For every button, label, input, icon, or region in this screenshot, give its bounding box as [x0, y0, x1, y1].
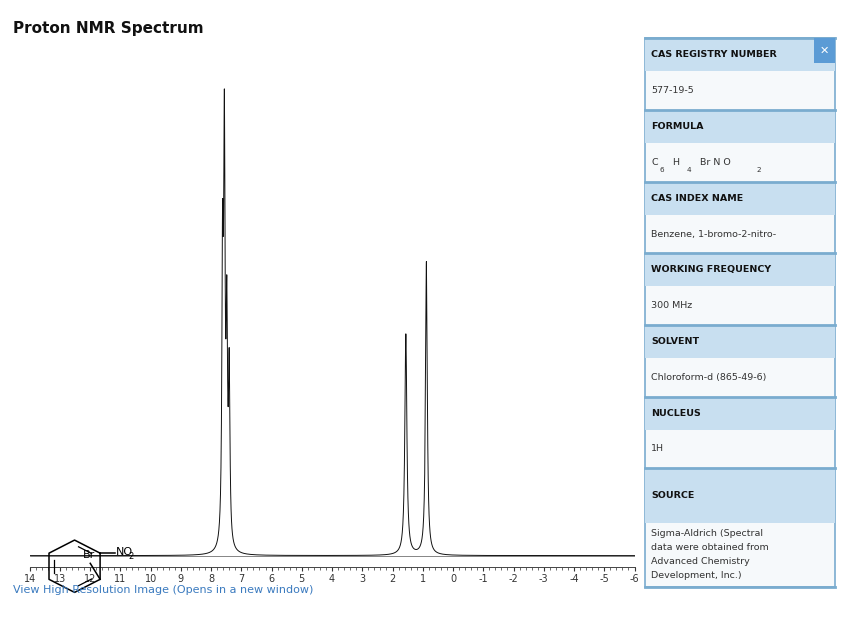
Text: NO: NO: [116, 547, 133, 557]
Text: CAS INDEX NAME: CAS INDEX NAME: [651, 194, 744, 203]
Text: data were obtained from: data were obtained from: [651, 543, 769, 552]
Text: SOLVENT: SOLVENT: [651, 337, 700, 346]
Text: Br: Br: [83, 550, 95, 560]
Text: FORMULA: FORMULA: [651, 122, 704, 131]
Text: 6: 6: [660, 167, 664, 173]
Text: Chloroform-d (865-49-6): Chloroform-d (865-49-6): [651, 373, 766, 382]
Text: 4: 4: [687, 167, 691, 173]
Text: Benzene, 1-bromo-2-nitro-: Benzene, 1-bromo-2-nitro-: [651, 229, 777, 238]
Text: 577-19-5: 577-19-5: [651, 87, 695, 96]
Text: NUCLEUS: NUCLEUS: [651, 409, 701, 418]
Text: Br N O: Br N O: [697, 158, 731, 167]
Text: View High Resolution Image (Opens in a new window): View High Resolution Image (Opens in a n…: [13, 585, 313, 595]
Text: 2: 2: [129, 552, 134, 561]
Text: 2: 2: [756, 167, 761, 173]
Text: 300 MHz: 300 MHz: [651, 301, 693, 310]
Text: 1H: 1H: [651, 444, 664, 453]
Text: H: H: [670, 158, 680, 167]
Text: CAS REGISTRY NUMBER: CAS REGISTRY NUMBER: [651, 51, 777, 60]
Text: Advanced Chemistry: Advanced Chemistry: [651, 557, 750, 566]
Text: Proton NMR Spectrum: Proton NMR Spectrum: [13, 21, 203, 35]
Text: C: C: [651, 158, 658, 167]
Text: Development, Inc.): Development, Inc.): [651, 571, 742, 580]
Text: WORKING FREQUENCY: WORKING FREQUENCY: [651, 265, 772, 274]
Text: SOURCE: SOURCE: [651, 491, 695, 500]
Text: ✕: ✕: [820, 46, 829, 56]
Text: Sigma-Aldrich (Spectral: Sigma-Aldrich (Spectral: [651, 529, 763, 538]
